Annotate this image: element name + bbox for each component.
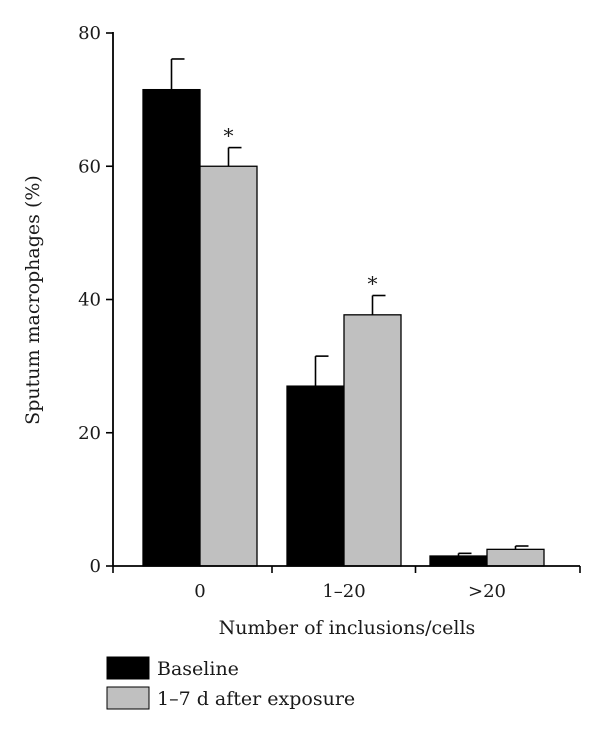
x-tick-label: 1–20: [322, 581, 365, 602]
y-tick-label: 40: [78, 290, 101, 311]
bars: **: [142, 58, 545, 567]
x-tick-label: 0: [194, 581, 205, 602]
legend-label-baseline: Baseline: [157, 658, 239, 680]
y-tick-label: 60: [78, 156, 101, 177]
legend-swatch-baseline: [106, 656, 150, 680]
bar-after-exposure: [343, 314, 402, 567]
y-axis-ticks: 0 20 40 60 80: [78, 23, 113, 577]
y-axis-label: Sputum macrophages (%): [22, 175, 44, 425]
y-tick-label: 80: [78, 23, 101, 44]
significance-marker: *: [368, 272, 378, 296]
bar-after-exposure: [486, 548, 545, 567]
x-tick-label: >20: [468, 581, 506, 602]
x-axis-ticks: 0 1–20 >20: [112, 566, 581, 602]
x-axis-label: Number of inclusions/cells: [219, 617, 476, 639]
legend-swatch-after-exposure: [106, 686, 150, 710]
legend: Baseline 1–7 d after exposure: [106, 656, 355, 710]
significance-marker: *: [224, 124, 234, 148]
y-tick-label: 0: [90, 556, 101, 577]
bar-after-exposure: [199, 165, 258, 567]
bar-baseline: [429, 555, 488, 567]
y-tick-label: 20: [78, 423, 101, 444]
bar-baseline: [142, 88, 201, 567]
axes: [112, 32, 580, 567]
legend-label-after-exposure: 1–7 d after exposure: [157, 688, 355, 710]
bar-baseline: [286, 385, 345, 567]
